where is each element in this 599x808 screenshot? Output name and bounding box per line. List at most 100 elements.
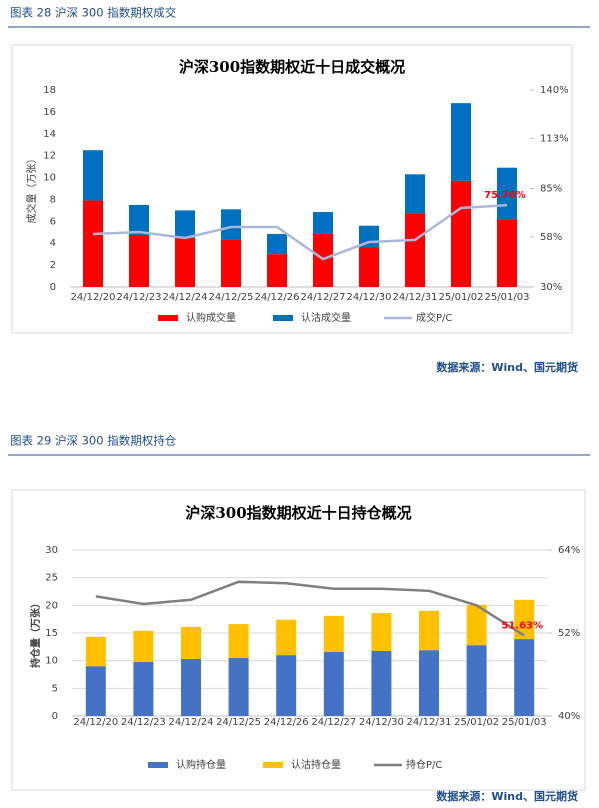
bar <box>405 174 425 214</box>
x-tick-label: 24/12/25 <box>209 292 254 303</box>
y-tick-label: 8 <box>50 194 56 205</box>
y2-tick-label: 58% <box>540 232 562 243</box>
y-tick-label: 15 <box>45 628 58 639</box>
bar <box>514 599 535 640</box>
bar <box>228 624 249 658</box>
bar <box>323 615 344 652</box>
bar <box>85 636 106 667</box>
pc-line <box>92 203 508 261</box>
bar <box>466 604 487 646</box>
bar <box>276 655 297 716</box>
bar <box>267 254 287 287</box>
y-tick-label: 0 <box>50 282 56 293</box>
pc-line <box>95 580 525 637</box>
x-tick-label: 25/01/03 <box>502 717 547 728</box>
x-tick-label: 24/12/24 <box>169 717 214 728</box>
bar <box>83 150 103 201</box>
bar <box>221 209 241 240</box>
x-tick-label: 24/12/23 <box>121 717 166 728</box>
y2-tick-label: 85% <box>540 184 562 195</box>
chart-frame <box>11 489 586 791</box>
bar <box>451 180 471 287</box>
x-tick-label: 24/12/26 <box>255 292 300 303</box>
y2-tick-label: 64% <box>558 545 580 556</box>
y-tick-label: 14 <box>43 129 56 140</box>
bar <box>181 626 201 660</box>
bar <box>419 610 439 651</box>
x-tick-label: 24/12/30 <box>347 292 392 303</box>
bar <box>497 219 517 287</box>
y-tick-label: 0 <box>52 711 58 722</box>
bar <box>228 657 249 716</box>
x-tick-label: 24/12/31 <box>393 292 438 303</box>
chart-frame <box>11 44 573 334</box>
bar <box>85 666 106 716</box>
bar <box>129 204 149 236</box>
legend-label: 认购持仓量 <box>176 758 226 771</box>
bar <box>133 630 154 662</box>
bar <box>514 639 535 716</box>
x-tick-label: 24/12/24 <box>163 292 208 303</box>
caption: 图表 29 沪深 300 指数期权持仓 <box>10 434 177 448</box>
bar <box>323 651 344 716</box>
bar <box>276 619 297 656</box>
y-tick-label: 5 <box>52 683 58 694</box>
legend-swatch <box>273 315 293 321</box>
y2-tick-label: 40% <box>558 711 580 722</box>
y-tick-label: 30 <box>45 545 58 556</box>
x-tick-label: 24/12/25 <box>216 717 261 728</box>
legend-label: 认沽持仓量 <box>291 758 341 771</box>
source: 数据来源：Wind、国元期货 <box>436 360 578 374</box>
bar <box>133 661 154 716</box>
y2-tick-label: 140% <box>540 85 569 96</box>
legend-label: 成交P/C <box>416 311 452 324</box>
legend-label: 持仓P/C <box>406 758 442 771</box>
bar <box>175 210 195 238</box>
bar <box>466 645 487 716</box>
y-tick-label: 16 <box>43 107 56 118</box>
x-tick-label: 25/01/03 <box>485 292 530 303</box>
caption: 图表 28 沪深 300 指数期权成交 <box>10 6 177 20</box>
legend-swatch <box>148 762 168 768</box>
x-tick-label: 24/12/23 <box>117 292 162 303</box>
y-tick-label: 25 <box>45 573 58 584</box>
y-tick-label: 20 <box>45 600 58 611</box>
bar <box>371 650 392 716</box>
x-tick-label: 25/01/02 <box>439 292 484 303</box>
y-tick-label: 10 <box>45 656 58 667</box>
legend-label: 认购成交量 <box>186 311 236 324</box>
legend-swatch <box>263 762 283 768</box>
x-tick-label: 25/01/02 <box>454 717 499 728</box>
bar <box>313 233 333 287</box>
bar <box>129 235 149 287</box>
x-tick-label: 24/12/20 <box>73 717 118 728</box>
chart-title: 沪深300指数期权近十日成交概况 <box>179 58 405 76</box>
y-tick-label: 6 <box>50 216 56 227</box>
legend-label: 认沽成交量 <box>301 311 351 324</box>
bar <box>267 233 287 255</box>
y2-tick-label: 113% <box>540 133 569 144</box>
y2-tick-label: 52% <box>558 628 580 639</box>
source: 数据来源：Wind、国元期货 <box>436 789 578 803</box>
value-label: 75.70% <box>484 190 526 201</box>
y-tick-label: 12 <box>43 151 56 162</box>
bar <box>175 237 195 287</box>
bar <box>221 239 241 287</box>
x-tick-label: 24/12/20 <box>71 292 116 303</box>
x-tick-label: 24/12/30 <box>359 717 404 728</box>
bar <box>359 247 379 287</box>
chart-title: 沪深300指数期权近十日持仓概况 <box>185 504 411 522</box>
bar <box>451 103 471 181</box>
bar <box>405 213 425 287</box>
value-label: 51.63% <box>501 621 543 632</box>
bar <box>313 212 333 234</box>
bar <box>371 613 392 651</box>
y-tick-label: 2 <box>50 260 56 271</box>
y-axis-label: 成交量（万张） <box>25 154 38 224</box>
y2-tick-label: 30% <box>540 282 562 293</box>
y-tick-label: 18 <box>43 85 56 96</box>
bar <box>181 659 201 716</box>
y-axis-label: 持仓量（万张） <box>29 598 42 668</box>
x-tick-label: 24/12/27 <box>301 292 346 303</box>
